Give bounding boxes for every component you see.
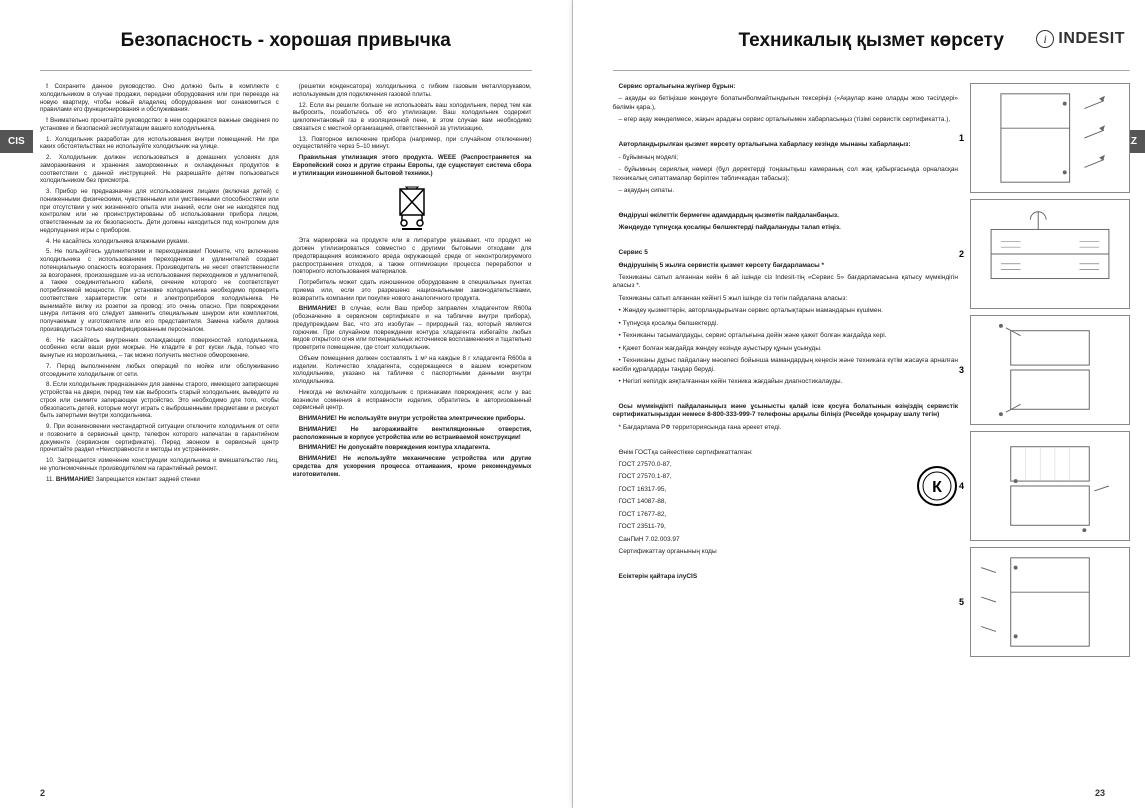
- certification-mark-icon: К: [916, 465, 958, 507]
- paragraph: ВНИМАНИЕ! Не допускайте повреждения конт…: [293, 444, 532, 452]
- paragraph: * Бағдарлама РФ территориясында ғана әре…: [613, 424, 959, 432]
- illustration-column: 12345: [970, 83, 1130, 657]
- paragraph: Сервис 5: [613, 249, 959, 257]
- paragraph: • Қажет болған жағдайда жөндеу кезінде а…: [613, 345, 959, 353]
- paragraph: [613, 129, 959, 137]
- paragraph: Есіктерін қайтара ілуCIS: [613, 573, 959, 581]
- paragraph: Сертификаттау органының коды: [613, 548, 959, 556]
- illustration-drawing: [971, 432, 1129, 540]
- paragraph: Эта маркировка на продукте или в литерат…: [293, 237, 532, 276]
- illustration-drawing: [971, 316, 1129, 424]
- paragraph: Осы мүмкіндікті пайдаланыңыз және ұсыныс…: [613, 403, 959, 420]
- paragraph: ГОСТ 14087-88,: [613, 498, 959, 506]
- paragraph: (решетки конденсатора) холодильника с ги…: [293, 83, 532, 99]
- illustration-number: 2: [959, 249, 964, 259]
- paragraph: Сервис орталығына жүгінер бұрын:: [613, 83, 959, 91]
- left-column-2: (решетки конденсатора) холодильника с ги…: [293, 83, 532, 486]
- illustration-3: 3: [970, 315, 1130, 425]
- paragraph: - бұйымның моделі;: [613, 154, 959, 162]
- illustration-drawing: [971, 200, 1129, 308]
- paragraph: [613, 561, 959, 569]
- paragraph: ГОСТ 16317-95,: [613, 486, 959, 494]
- paragraph: ГОСТ 27570.0-87,: [613, 461, 959, 469]
- divider: [40, 70, 532, 71]
- page-number-left: 2: [40, 788, 45, 798]
- paragraph: [613, 237, 959, 245]
- paragraph: Объем помещения должен составлять 1 м³ н…: [293, 355, 532, 386]
- paragraph: 3. Прибор не предназначен для использова…: [40, 188, 279, 235]
- brand-logo: i INDESIT: [1036, 30, 1125, 48]
- paragraph: 10. Запрещается изменение конструкции хо…: [40, 457, 279, 473]
- illustration-number: 4: [959, 481, 964, 491]
- paragraph: 4. Не касайтесь холодильника влажными ру…: [40, 238, 279, 246]
- illustration-4: 4: [970, 431, 1130, 541]
- paragraph: 7. Перед выполнением любых операций по м…: [40, 363, 279, 379]
- paragraph: Правильная утилизация этого продукта. WE…: [293, 154, 532, 177]
- paragraph: ВНИМАНИЕ! Не используйте внутри устройст…: [293, 415, 532, 423]
- weee-icon: [392, 183, 432, 231]
- paragraph: • Негізгі кепілдік аяқталғаннан кейін те…: [613, 378, 959, 386]
- left-title: Безопасность - хорошая привычка: [40, 30, 532, 52]
- language-tab-cis: CIS: [0, 130, 33, 153]
- brand-text: INDESIT: [1058, 30, 1125, 48]
- svg-text:К: К: [932, 479, 942, 496]
- divider: [613, 70, 1131, 71]
- paragraph: Жөндеуде түпнұсқа қосалқы бөлшектерді па…: [613, 224, 959, 232]
- illustration-5: 5: [970, 547, 1130, 657]
- paragraph: Өнім ГОСТқа сәйкестікке сертификатталған…: [613, 449, 959, 457]
- paragraph: 11. ВНИМАНИЕ! Запрещается контакт задней…: [40, 476, 279, 484]
- left-page: CIS Безопасность - хорошая привычка ! Со…: [0, 0, 573, 808]
- illustration-2: 2: [970, 199, 1130, 309]
- paragraph: [613, 436, 959, 444]
- paragraph: Техниканы сатып алғаннан кейін 6 ай ішін…: [613, 274, 959, 291]
- paragraph: ! Внимательно прочитайте руководство: в …: [40, 117, 279, 133]
- paragraph: 13. Повторное включение прибора (наприме…: [293, 136, 532, 152]
- illustration-1: 1: [970, 83, 1130, 193]
- paragraph: Өндіруші өкілеттік бермеген адамдардың қ…: [613, 212, 959, 220]
- illustration-drawing: [971, 548, 1129, 656]
- illustration-drawing: [971, 84, 1129, 192]
- paragraph: 9. При возникновении нестандартной ситуа…: [40, 423, 279, 454]
- paragraph: [613, 199, 959, 207]
- paragraph: - бұйымның сериялық нөмері (бұл деректер…: [613, 166, 959, 183]
- illustration-number: 5: [959, 597, 964, 607]
- paragraph: Техниканы сатып алғаннан кейінгі 5 жыл і…: [613, 295, 959, 303]
- page-number-right: 23: [1095, 788, 1105, 798]
- paragraph: ГОСТ 23511-79,: [613, 523, 959, 531]
- page-spread: CIS Безопасность - хорошая привычка ! Со…: [0, 0, 1145, 808]
- paragraph: • Техниканы тасымалдауды, сервис орталығ…: [613, 332, 959, 340]
- paragraph: 8. Если холодильник предназначен для зам…: [40, 381, 279, 420]
- right-body: Сервис орталығына жүгінер бұрын: – ақауды…: [613, 83, 1131, 657]
- paragraph: – ақауды өз бетіңізше жөндеуге болатынбо…: [613, 95, 959, 112]
- brand-icon: i: [1036, 30, 1054, 48]
- paragraph: Авторландырылған қызмет көрсету орталығы…: [613, 141, 959, 149]
- paragraph: СанПиН 7.02.003.97: [613, 536, 959, 544]
- paragraph: – егер ақау жөнделмесе, жақын арадағы се…: [613, 116, 959, 124]
- left-columns: ! Сохраните данное руководство. Оно долж…: [40, 83, 532, 486]
- paragraph: – ақаудың сипаты.: [613, 187, 959, 195]
- illustration-number: 3: [959, 365, 964, 375]
- paragraph: • Жөндеу қызметтерін, авторландырылған с…: [613, 307, 959, 315]
- paragraph: Никогда не включайте холодильник с призн…: [293, 389, 532, 412]
- right-page: i INDESIT KZ Техникалық қызмет көрсету С…: [573, 0, 1145, 808]
- left-column-1: ! Сохраните данное руководство. Оно долж…: [40, 83, 279, 486]
- paragraph: 2. Холодильник должен использоваться в д…: [40, 154, 279, 185]
- paragraph: • Техниканы дұрыс пайдалану мәселесі бой…: [613, 357, 959, 374]
- paragraph: 1. Холодильник разработан для использова…: [40, 136, 279, 152]
- paragraph: Потребитель может сдать изношенное обору…: [293, 279, 532, 302]
- paragraph: ВНИМАНИЕ! Не используйте механические ус…: [293, 455, 532, 478]
- paragraph: 5. Не пользуйтесь удлинителями и переход…: [40, 248, 279, 333]
- paragraph: ! Сохраните данное руководство. Оно долж…: [40, 83, 279, 114]
- paragraph: 6. Не касайтесь внутренних охлаждающих п…: [40, 337, 279, 360]
- paragraph: ГОСТ 17677-82,: [613, 511, 959, 519]
- paragraph: ГОСТ 27570.1-87,: [613, 473, 959, 481]
- illustration-number: 1: [959, 133, 964, 143]
- paragraph: ВНИМАНИЕ! В случае, если Ваш прибор запр…: [293, 305, 532, 352]
- paragraph: [613, 390, 959, 398]
- paragraph: • Түпнұсқа қосалқы бөлшектерді.: [613, 320, 959, 328]
- paragraph: Өндірушінің 5 жылға сервистік қызмет көр…: [613, 262, 959, 270]
- right-text-column: Сервис орталығына жүгінер бұрын: – ақауды…: [613, 83, 959, 657]
- paragraph: ВНИМАНИЕ! Не загораживайте вентиляционны…: [293, 426, 532, 442]
- paragraph: 12. Если вы решили больше не использоват…: [293, 102, 532, 133]
